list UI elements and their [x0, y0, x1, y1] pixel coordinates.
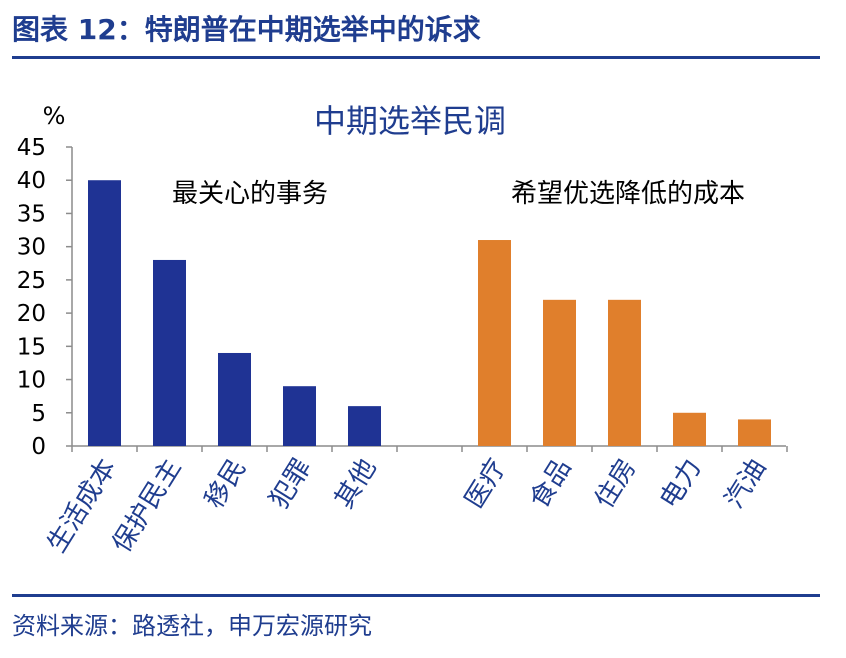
title-rule — [12, 56, 820, 59]
x-tick-label: 移民 — [199, 454, 252, 514]
bar — [218, 352, 251, 446]
y-tick-label: 10 — [17, 368, 46, 394]
y-tick-label: 40 — [17, 168, 46, 194]
axes — [66, 146, 788, 452]
bar — [738, 419, 771, 446]
group-label-concerns: 最关心的事务 — [172, 179, 328, 209]
bar — [88, 180, 121, 446]
x-tick-label: 汽油 — [719, 454, 772, 514]
y-tick-label: 0 — [31, 434, 46, 460]
x-tick-label: 其他 — [329, 454, 382, 514]
y-tick-label: 15 — [17, 334, 46, 360]
bar — [608, 299, 641, 446]
bar — [673, 412, 706, 446]
figure-title: 图表 12：特朗普在中期选举中的诉求 — [12, 13, 481, 46]
y-tick-label: 5 — [31, 401, 46, 427]
bar — [348, 406, 381, 446]
y-axis-unit: % — [43, 102, 66, 130]
x-tick-label: 电力 — [654, 454, 707, 514]
x-tick-label: 食品 — [524, 454, 577, 514]
bar — [543, 299, 576, 446]
bar — [153, 259, 186, 446]
group-label-costs: 希望优选降低的成本 — [511, 179, 745, 209]
y-tick-label: 35 — [17, 201, 46, 227]
x-tick-label: 医疗 — [459, 454, 512, 514]
bar-chart: 中期选举民调 % 最关心的事务 希望优选降低的成本 0 5 10 15 20 25 30 35… — [17, 102, 788, 558]
y-tick-label: 45 — [17, 135, 46, 161]
y-tick-labels: 0 5 10 15 20 25 30 35 40 45 — [17, 135, 46, 460]
y-tick-label: 25 — [17, 268, 46, 294]
source-rule — [12, 594, 820, 597]
x-tick-label: 犯罪 — [264, 454, 317, 514]
y-tick-label: 30 — [17, 235, 46, 261]
source-note: 资料来源：路透社，申万宏源研究 — [12, 612, 372, 640]
x-tick-label: 住房 — [589, 454, 642, 514]
bar — [478, 240, 511, 446]
y-tick-label: 20 — [17, 301, 46, 327]
bars — [88, 180, 771, 446]
bar — [283, 386, 316, 446]
chart-title: 中期选举民调 — [314, 102, 506, 140]
